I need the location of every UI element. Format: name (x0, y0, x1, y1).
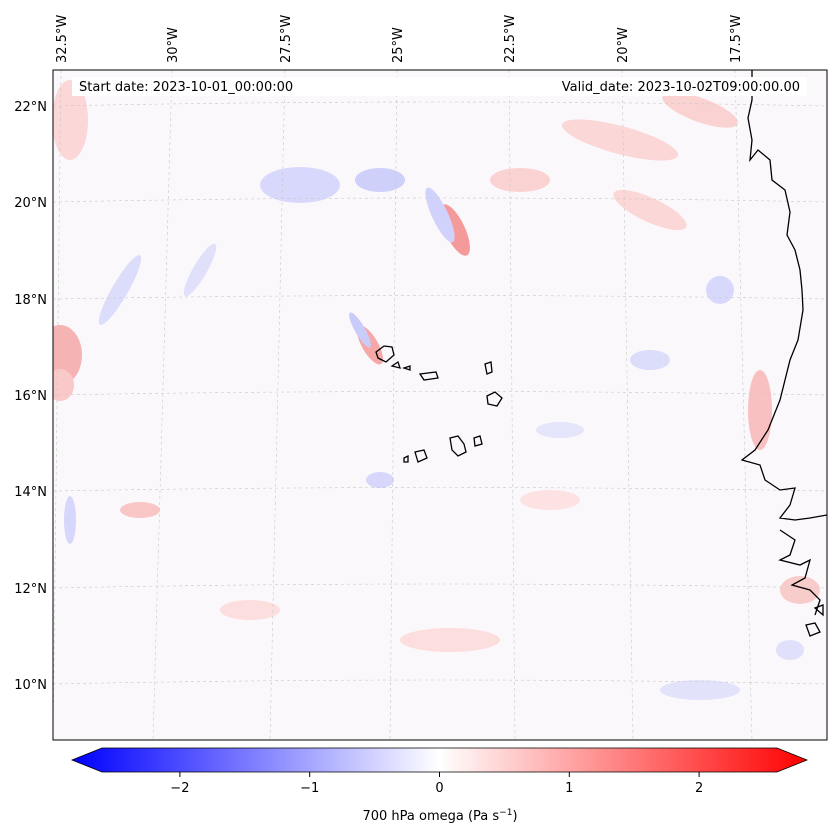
cape-verde-santo-antao (375, 345, 395, 363)
colorbar-tick-label: −1 (300, 781, 319, 796)
map-panel: Start date: 2023-10-01_00:00:00 Valid_da… (14, 15, 828, 741)
colorbar-label: 700 hPa omega (Pa s−1) (362, 808, 517, 824)
start-date-label: Start date: 2023-10-01_00:00:00 (79, 80, 293, 95)
lon-label: 25°W (391, 27, 406, 63)
africa-coastline (740, 70, 827, 521)
map-frame (52, 69, 828, 741)
colorbar-ticks: −2 −1 0 1 2 (170, 772, 703, 796)
lon-label: 30°W (166, 27, 181, 63)
lat-label: 16°N (14, 389, 47, 404)
colorbar-tick-label: −2 (170, 781, 189, 796)
lat-label: 12°N (14, 582, 47, 597)
latitude-labels: 22°N 20°N 18°N 16°N 14°N 12°N 10°N (14, 100, 47, 693)
omega-field (53, 80, 820, 700)
lon-label: 22.5°W (503, 15, 518, 63)
colorbar-tick-label: 1 (565, 781, 573, 796)
colorbar-bar (70, 747, 809, 773)
coastlines (375, 70, 827, 637)
longitude-labels: 32.5°W 30°W 27.5°W 25°W 22.5°W 20°W 17.5… (55, 15, 744, 63)
colorbar-tick-label: 0 (435, 781, 443, 796)
graticule (53, 70, 827, 740)
lat-label: 10°N (14, 678, 47, 693)
colorbar-tick-label: 2 (695, 781, 703, 796)
colorbar: −2 −1 0 1 2 700 hPa omega (Pa s−1) (70, 747, 809, 824)
lon-label: 20°W (616, 27, 631, 63)
lon-label: 17.5°W (729, 15, 744, 63)
valid-date-label: Valid_date: 2023-10-02T09:00:00.00 (562, 80, 800, 95)
lat-label: 18°N (14, 293, 47, 308)
lat-label: 14°N (14, 485, 47, 500)
lon-label: 32.5°W (55, 15, 70, 63)
header-strip (72, 77, 807, 96)
lat-label: 22°N (14, 100, 47, 115)
lat-label: 20°N (14, 196, 47, 211)
lon-label: 27.5°W (279, 15, 294, 63)
